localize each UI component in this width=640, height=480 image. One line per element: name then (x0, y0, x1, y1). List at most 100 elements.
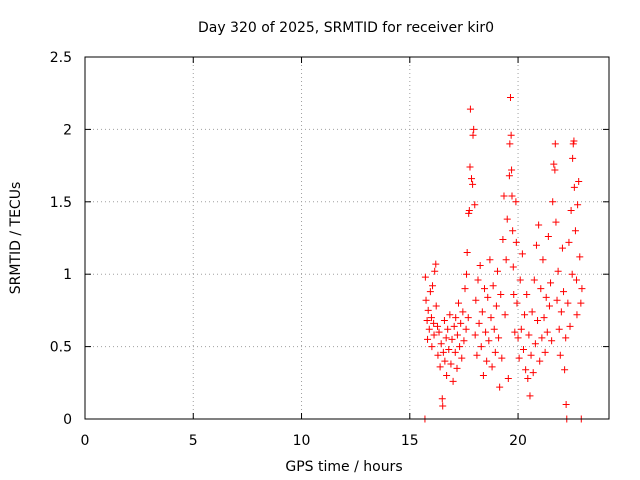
data-point (463, 248, 471, 256)
data-point (490, 325, 498, 333)
data-point (488, 363, 496, 371)
data-point (516, 276, 524, 284)
y-tick-label: 2.5 (50, 50, 72, 66)
axis-ticks: 0 0.5 1 1.5 2 2.5 0 5 10 15 20 (50, 50, 609, 449)
data-point (434, 322, 442, 330)
data-point (515, 354, 523, 362)
data-point (548, 337, 556, 345)
data-point (566, 322, 574, 330)
data-point (524, 374, 532, 382)
data-point (575, 178, 583, 186)
data-point (561, 366, 569, 374)
data-point (504, 374, 512, 382)
data-point (500, 192, 508, 200)
y-tick-label: 1 (63, 267, 72, 283)
data-point (458, 354, 466, 362)
data-point (573, 276, 581, 284)
data-point (549, 198, 557, 206)
data-point (554, 267, 562, 275)
data-point (475, 319, 483, 327)
data-point (560, 288, 568, 296)
data-point (451, 348, 459, 356)
data-point (452, 314, 460, 322)
data-point (525, 331, 533, 339)
data-point (510, 290, 518, 298)
data-point (511, 328, 519, 336)
data-point (531, 340, 539, 348)
data-point (502, 256, 510, 264)
data-point (464, 314, 472, 322)
data-point (465, 209, 473, 217)
data-point (439, 402, 447, 410)
data-point (460, 337, 468, 345)
data-point (532, 241, 540, 249)
data-point (470, 125, 478, 133)
y-tick-label: 1.5 (50, 195, 72, 211)
data-point (534, 317, 542, 325)
data-point (517, 325, 525, 333)
data-point (498, 354, 506, 362)
data-point (553, 296, 561, 304)
data-point (565, 238, 573, 246)
x-axis-title: GPS time / hours (285, 459, 402, 475)
data-point (540, 314, 548, 322)
data-point (564, 299, 572, 307)
data-point (446, 311, 454, 319)
data-point (468, 175, 476, 183)
data-point (542, 293, 550, 301)
data-point (457, 319, 465, 327)
data-point (423, 317, 431, 325)
data-point (431, 267, 439, 275)
x-tick-label: 10 (293, 433, 311, 449)
data-point (538, 334, 546, 342)
data-point (555, 325, 563, 333)
data-point (523, 290, 531, 298)
data-point (496, 383, 504, 391)
data-point (501, 311, 509, 319)
x-tick-label: 5 (189, 433, 198, 449)
data-point (448, 335, 456, 343)
data-point (570, 137, 578, 145)
data-point (445, 345, 453, 353)
data-point (541, 348, 549, 356)
data-point (469, 180, 477, 188)
data-point (489, 282, 497, 290)
data-point (530, 276, 538, 284)
data-point (434, 351, 442, 359)
data-point (443, 372, 451, 380)
data-point (551, 166, 559, 174)
data-point (471, 201, 479, 209)
data-point (447, 360, 455, 368)
data-point (526, 392, 534, 400)
data-point (573, 311, 581, 319)
data-point (576, 253, 584, 261)
data-point (529, 369, 537, 377)
data-point (562, 401, 570, 409)
data-point (556, 351, 564, 359)
data-point (472, 296, 480, 304)
data-point (568, 270, 576, 278)
data-point (528, 308, 536, 316)
data-point (425, 325, 433, 333)
data-point (428, 343, 436, 351)
data-point (513, 299, 521, 307)
data-point (562, 334, 570, 342)
data-point (466, 105, 474, 113)
data-point (422, 296, 430, 304)
data-point (465, 206, 473, 214)
data-point (509, 263, 517, 271)
data-point (435, 328, 443, 336)
data-point (567, 206, 575, 214)
data-point (558, 244, 566, 252)
data-point (432, 260, 440, 268)
chart-title: Day 320 of 2025, SRMTID for receiver kir… (198, 20, 494, 36)
data-point (440, 317, 448, 325)
data-point (424, 306, 432, 314)
data-point (508, 166, 516, 174)
data-point (492, 302, 500, 310)
data-point (557, 308, 565, 316)
data-point (491, 348, 499, 356)
data-point (432, 302, 440, 310)
data-point (421, 273, 429, 281)
data-point (486, 256, 494, 264)
